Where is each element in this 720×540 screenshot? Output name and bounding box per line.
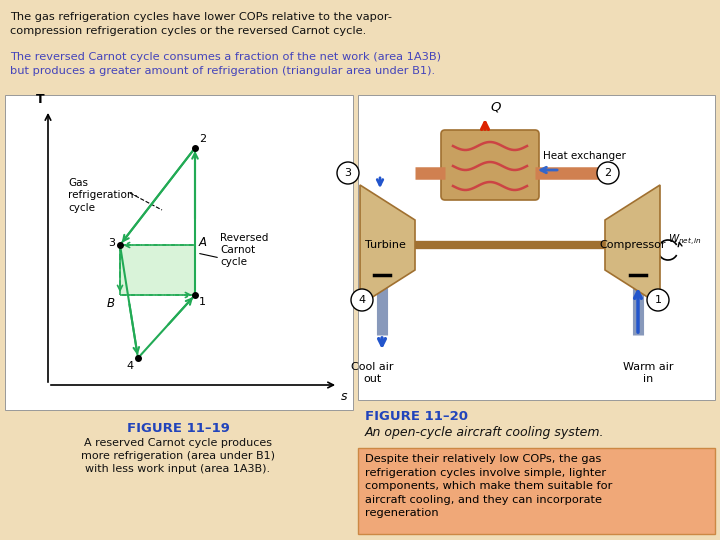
Text: $W_{net,in}$: $W_{net,in}$ [668, 233, 702, 248]
Text: FIGURE 11–20: FIGURE 11–20 [365, 410, 468, 423]
Text: Warm air
in: Warm air in [623, 362, 673, 384]
Polygon shape [605, 185, 660, 305]
FancyBboxPatch shape [358, 95, 715, 400]
Text: 1: 1 [654, 295, 662, 305]
Text: 1: 1 [199, 297, 206, 307]
Text: Cool air
out: Cool air out [351, 362, 393, 384]
Circle shape [351, 289, 373, 311]
Text: Turbine: Turbine [364, 240, 405, 250]
Text: 3: 3 [344, 168, 351, 178]
Text: B: B [107, 297, 115, 310]
FancyBboxPatch shape [5, 95, 353, 410]
Text: The gas refrigeration cycles have lower COPs relative to the vapor-
compression : The gas refrigeration cycles have lower … [10, 12, 392, 36]
Text: s: s [341, 390, 348, 403]
Text: T: T [35, 93, 44, 106]
Text: $Q$: $Q$ [490, 100, 502, 114]
Text: An open-cycle aircraft cooling system.: An open-cycle aircraft cooling system. [365, 426, 605, 439]
Text: Gas
refrigeration-
cycle: Gas refrigeration- cycle [68, 178, 138, 213]
Text: 2: 2 [604, 168, 611, 178]
FancyBboxPatch shape [441, 130, 539, 200]
Text: The reversed Carnot cycle consumes a fraction of the net work (area 1A3B)
but pr: The reversed Carnot cycle consumes a fra… [10, 52, 441, 76]
Text: Heat exchanger: Heat exchanger [543, 151, 626, 161]
Polygon shape [120, 245, 195, 295]
Circle shape [337, 162, 359, 184]
Text: Reversed
Carnot
cycle: Reversed Carnot cycle [220, 233, 269, 267]
FancyBboxPatch shape [358, 448, 715, 534]
Text: FIGURE 11–19: FIGURE 11–19 [127, 422, 230, 435]
Circle shape [597, 162, 619, 184]
Polygon shape [360, 185, 415, 305]
Text: 4: 4 [359, 295, 366, 305]
Text: 2: 2 [199, 134, 206, 144]
Circle shape [647, 289, 669, 311]
Text: 3: 3 [108, 238, 115, 248]
Text: 4: 4 [127, 361, 134, 371]
Text: A: A [199, 237, 207, 249]
Text: Despite their relatively low COPs, the gas
refrigeration cycles involve simple, : Despite their relatively low COPs, the g… [365, 454, 613, 518]
Text: Compressor: Compressor [600, 240, 666, 250]
Text: A reserved Carnot cycle produces
more refrigeration (area under B1)
with less wo: A reserved Carnot cycle produces more re… [81, 438, 275, 475]
